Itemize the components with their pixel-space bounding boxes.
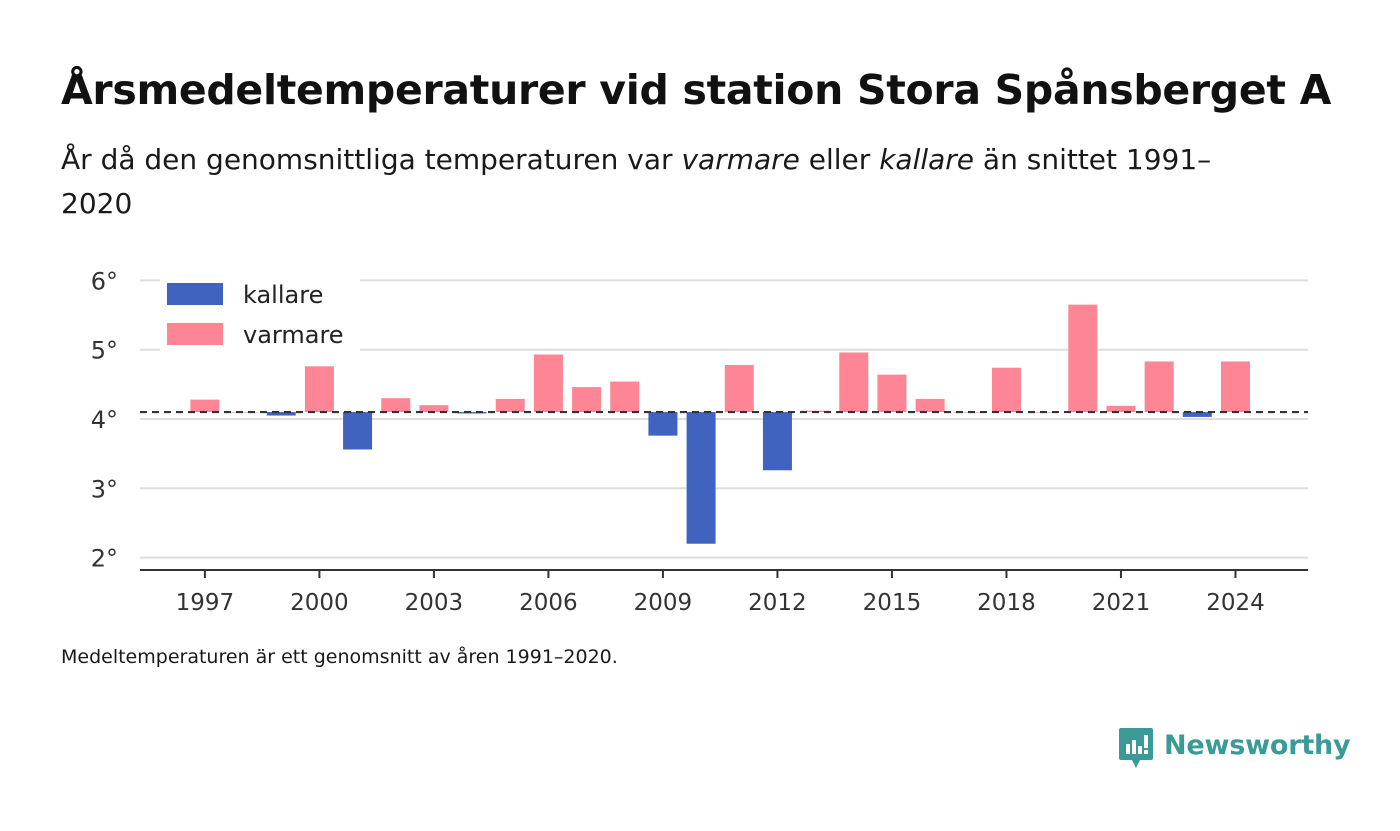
axes: 2° 3° 4° 5° 6° 1997 2000 2003 2006 2009 2012 2015 20… bbox=[91, 267, 1308, 616]
brand-name: Newsworthy bbox=[1164, 730, 1351, 761]
bar-1999 bbox=[266, 412, 296, 416]
y-tick-label: 5° bbox=[91, 337, 118, 365]
bar-2001 bbox=[343, 412, 373, 450]
legend-warmer-swatch bbox=[167, 323, 223, 345]
subtitle-text-3: än snittet 1991–2020 bbox=[61, 143, 1212, 220]
bar-2023 bbox=[1182, 412, 1212, 417]
subtitle-warm-word: varmare bbox=[681, 143, 800, 176]
x-tick-label: 2021 bbox=[1092, 590, 1151, 616]
bar-2009 bbox=[648, 412, 678, 436]
x-tick-label: 1997 bbox=[176, 590, 235, 616]
bar-2005 bbox=[495, 398, 525, 413]
y-tick-label: 4° bbox=[91, 406, 118, 434]
x-tick-label: 2003 bbox=[405, 590, 464, 616]
legend: kallare varmare bbox=[160, 276, 360, 356]
bar-2007 bbox=[572, 387, 602, 413]
bar-2014 bbox=[839, 352, 869, 413]
x-tick-label: 2009 bbox=[634, 590, 693, 616]
y-tick-label: 3° bbox=[91, 475, 118, 503]
bar-2021 bbox=[1106, 405, 1136, 413]
bar-2011 bbox=[724, 364, 754, 413]
bars bbox=[190, 304, 1250, 544]
bar-1998 bbox=[228, 412, 258, 413]
bar-2010 bbox=[686, 412, 716, 544]
subtitle-text-1: År då den genomsnittliga temperaturen va… bbox=[61, 143, 682, 176]
bar-2016 bbox=[915, 398, 945, 413]
chart-subtitle: År då den genomsnittliga temperaturen va… bbox=[61, 138, 1261, 226]
bar-2022 bbox=[1144, 361, 1174, 413]
y-tick-label: 6° bbox=[91, 267, 118, 295]
bar-2008 bbox=[610, 381, 640, 413]
bar-2003 bbox=[419, 405, 449, 413]
bar-2002 bbox=[381, 398, 411, 413]
x-tick-label: 2000 bbox=[290, 590, 349, 616]
legend-colder-swatch bbox=[167, 283, 223, 305]
bar-2000 bbox=[304, 366, 334, 413]
bar-2018 bbox=[991, 367, 1021, 413]
bar-2006 bbox=[533, 354, 563, 413]
bar-chart: 2° 3° 4° 5° 6° 1997 2000 2003 2006 2009 2012 2015 20… bbox=[91, 267, 1308, 616]
bar-2020 bbox=[1068, 304, 1098, 413]
bar-2004 bbox=[457, 412, 487, 414]
footnote: Medeltemperaturen är ett genomsnitt av å… bbox=[61, 646, 618, 668]
bar-2012 bbox=[762, 412, 792, 471]
y-tick-label: 2° bbox=[91, 545, 118, 573]
x-tick-label: 2024 bbox=[1206, 590, 1265, 616]
legend-colder-label: kallare bbox=[243, 281, 323, 309]
x-tick-label: 2018 bbox=[977, 590, 1036, 616]
subtitle-text-2: eller bbox=[799, 143, 880, 176]
legend-warmer-label: varmare bbox=[243, 321, 344, 349]
x-tick-label: 2012 bbox=[748, 590, 807, 616]
x-tick-label: 2006 bbox=[519, 590, 578, 616]
bar-2024 bbox=[1220, 361, 1250, 413]
subtitle-cold-word: kallare bbox=[879, 143, 975, 176]
bar-2015 bbox=[877, 374, 907, 413]
x-tick-label: 2015 bbox=[863, 590, 922, 616]
newsworthy-brand[interactable]: Newsworthy bbox=[1118, 726, 1351, 772]
newsworthy-logo-icon bbox=[1119, 728, 1153, 768]
bar-1997 bbox=[190, 399, 220, 413]
chart-title: Årsmedeltemperaturer vid station Stora S… bbox=[61, 66, 1332, 114]
